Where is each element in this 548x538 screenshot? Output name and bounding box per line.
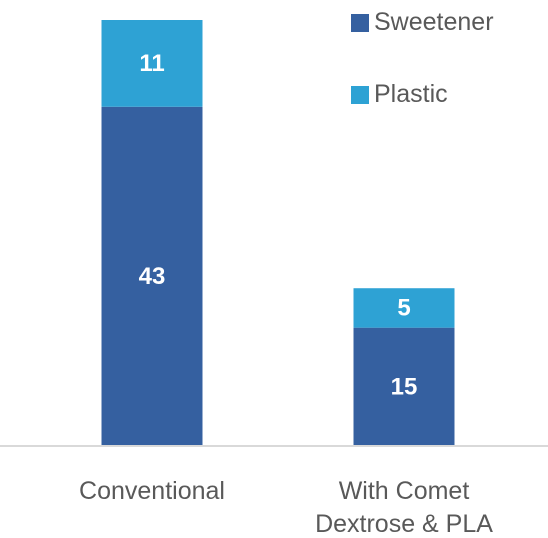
- legend-item-plastic: Plastic: [351, 80, 448, 109]
- legend-item-sweetener: Sweetener: [351, 8, 494, 37]
- bar-sweetener-1: [353, 327, 455, 446]
- labels-group: 43 11 Conventional 15 5 With Comet Dextrose & …: [79, 50, 493, 538]
- bars-group: [101, 20, 455, 447]
- bar-sweetener-0: [101, 106, 203, 447]
- bar-plastic-0: [101, 20, 203, 107]
- category-label-1-line-1: Dextrose & PLA: [315, 510, 493, 538]
- category-label-1-line-0: With Comet: [339, 477, 470, 505]
- legend-label-sweetener: Sweetener: [374, 8, 494, 36]
- data-label-sweetener-1: 15: [391, 373, 418, 400]
- legend: Sweetener Plastic: [351, 0, 548, 130]
- category-label-0-line-0: Conventional: [79, 477, 225, 505]
- data-label-plastic-1: 5: [397, 294, 410, 321]
- legend-swatch-sweetener: [351, 13, 369, 32]
- data-label-sweetener-0: 43: [139, 263, 166, 290]
- legend-swatch-plastic: [351, 85, 369, 104]
- data-label-plastic-0: 11: [139, 50, 164, 77]
- bar-plastic-1: [353, 288, 455, 328]
- legend-label-plastic: Plastic: [374, 80, 448, 108]
